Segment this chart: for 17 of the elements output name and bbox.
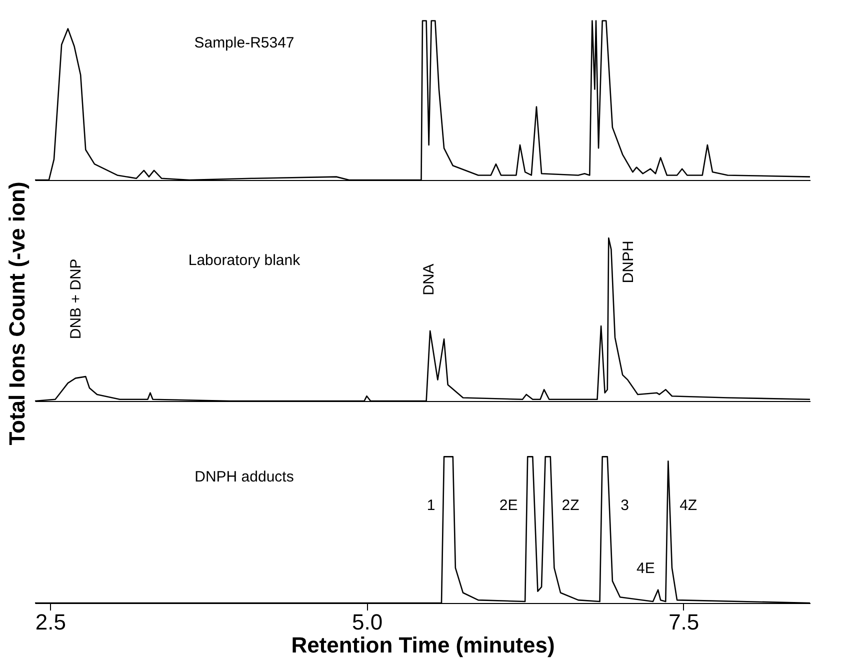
annotation: 1 [426,497,436,514]
annotation: DNB + DNP [67,258,84,340]
annotation: DNPH [620,240,637,284]
annotation: 4Z [680,497,698,514]
annotation: 2Z [562,497,580,514]
y-axis-title: Total Ions Count (-ve ion) [4,182,30,446]
x-tick-label: 7.5 [668,610,700,634]
x-axis-title: Retention Time (minutes) [291,632,555,658]
x-tick-label: 5.0 [352,610,383,634]
annotation: Laboratory blank [188,252,301,270]
annotation: 3 [620,497,629,514]
annotation: Sample-R5347 [194,34,294,52]
annotation: DNA [420,264,438,296]
annotation: 4E [636,560,655,578]
annotation: DNPH adducts [194,468,294,486]
x-tick-label: 2.5 [35,610,66,634]
annotation: 2E [499,497,518,514]
